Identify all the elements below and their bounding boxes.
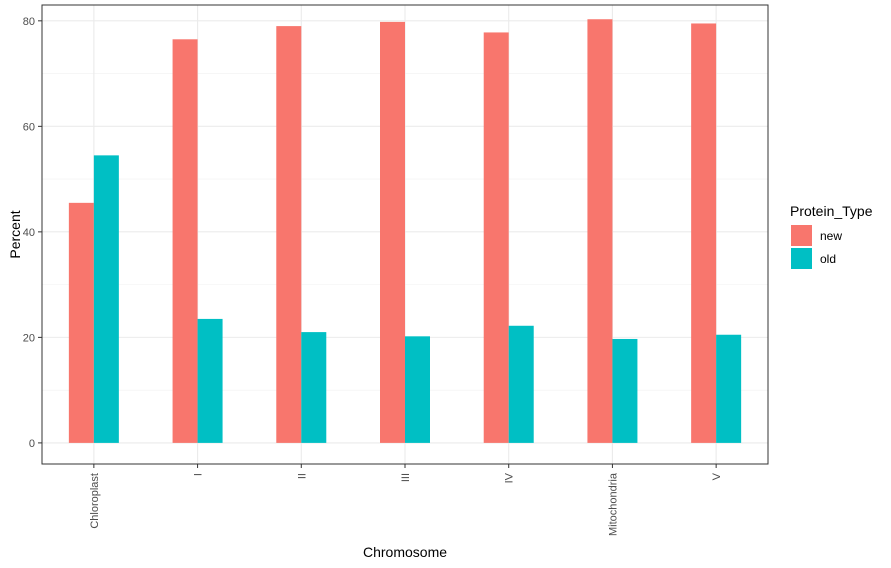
y-axis-title: Percent	[7, 210, 23, 258]
bar-new	[483, 32, 509, 443]
x-tick-label: III	[400, 473, 412, 482]
bar-old	[508, 325, 534, 443]
y-tick-label: 80	[23, 16, 35, 28]
legend: Protein_Type new old	[790, 203, 873, 269]
legend-label-new: new	[820, 229, 842, 243]
x-tick-label: IV	[504, 472, 516, 483]
legend-key-new	[791, 225, 812, 246]
bar-new	[587, 19, 613, 443]
bar-old	[405, 336, 430, 443]
x-tick-label: Mitochondria	[607, 472, 619, 536]
legend-key-old	[791, 248, 812, 269]
bar-new	[380, 21, 405, 443]
bar-old	[93, 155, 119, 443]
x-tick-label: V	[711, 472, 723, 480]
x-tick-label: Chloroplast	[89, 473, 101, 529]
x-tick-label: I	[193, 473, 205, 476]
bar-new	[276, 26, 302, 443]
legend-label-old: old	[820, 252, 836, 266]
bar-old	[716, 334, 742, 443]
bar-old	[197, 318, 223, 443]
bar-old	[301, 332, 327, 443]
legend-title: Protein_Type	[790, 203, 873, 219]
bar-old	[612, 338, 638, 443]
y-tick-label: 20	[23, 332, 35, 344]
x-tick-label: II	[296, 473, 308, 479]
bar-new	[68, 202, 94, 443]
y-tick-label: 60	[23, 121, 35, 133]
bars	[68, 19, 742, 443]
bar-new	[172, 39, 198, 443]
y-tick-label: 40	[23, 227, 35, 239]
y-tick-label: 0	[29, 438, 35, 450]
x-axis-title: Chromosome	[363, 544, 447, 560]
bar-new	[691, 23, 717, 443]
